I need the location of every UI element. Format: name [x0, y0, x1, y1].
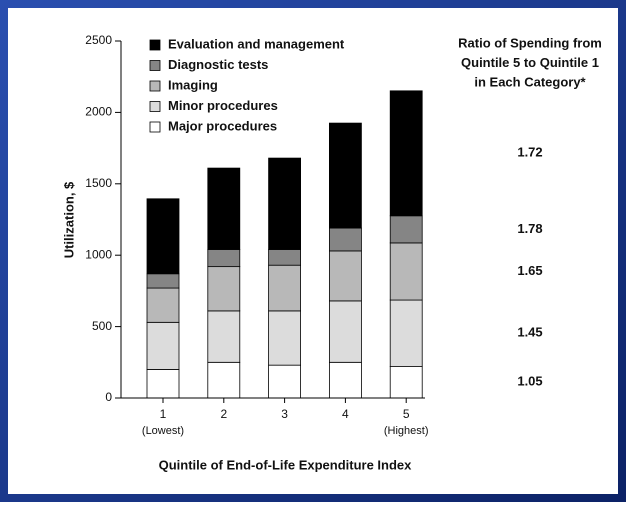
ratio-title: in Each Category*: [474, 74, 586, 89]
x-tick-sublabel: (Lowest): [142, 425, 184, 437]
ratio-value: 1.72: [517, 145, 542, 160]
bar-segment: [268, 264, 302, 312]
bar-segment: [146, 321, 180, 370]
bar-segment: [328, 227, 362, 252]
bar-segment: [389, 90, 423, 217]
bar-segment: [207, 249, 241, 268]
legend-swatch: [149, 39, 161, 51]
legend-swatch: [149, 101, 161, 112]
x-tick-label: 4: [342, 407, 349, 421]
ratio-value: 1.65: [517, 263, 542, 278]
y-axis-label: Utilization, $: [61, 181, 76, 258]
legend-swatch: [149, 80, 161, 92]
bar-segment: [268, 364, 302, 399]
y-tick-label: 1500: [85, 176, 112, 190]
y-tick-label: 500: [92, 319, 112, 333]
bar-segment: [207, 266, 241, 312]
bar-segment: [207, 361, 241, 399]
bar-segment: [328, 250, 362, 302]
bar-segment: [207, 167, 241, 250]
x-tick-label: 5: [403, 407, 410, 421]
ratio-value: 1.45: [517, 325, 542, 340]
x-tick-label: 2: [220, 407, 227, 421]
bar-segment: [389, 299, 423, 367]
legend-swatch: [149, 60, 161, 71]
x-tick-label: 3: [281, 407, 288, 421]
legend-label: Major procedures: [168, 118, 277, 133]
bar-segment: [328, 300, 362, 363]
bar-segment: [268, 249, 302, 266]
legend-label: Diagnostic tests: [168, 57, 268, 72]
bar-segment: [328, 361, 362, 399]
y-tick-label: 1000: [85, 247, 112, 261]
legend-label: Minor procedures: [168, 98, 278, 113]
bar-segment: [207, 310, 241, 363]
panel: [8, 8, 618, 494]
x-tick-sublabel: (Highest): [384, 425, 429, 437]
y-tick-label: 2500: [85, 33, 112, 47]
ratio-title: Quintile 5 to Quintile 1: [461, 55, 599, 70]
bar-segment: [389, 215, 423, 244]
ratio-value: 1.78: [517, 221, 542, 236]
ratio-title: Ratio of Spending from: [458, 35, 602, 50]
bar-segment: [268, 157, 302, 250]
bar-segment: [146, 369, 180, 399]
legend-label: Evaluation and management: [168, 36, 345, 51]
bar-segment: [146, 198, 180, 275]
y-tick-label: 0: [105, 390, 112, 404]
bar-segment: [146, 287, 180, 323]
legend-label: Imaging: [168, 77, 218, 92]
bar-segment: [146, 273, 180, 289]
bar-segment: [268, 310, 302, 366]
y-tick-label: 2000: [85, 105, 112, 119]
bar-segment: [389, 242, 423, 301]
x-tick-label: 1: [160, 407, 167, 421]
x-axis-label: Quintile of End-of-Life Expenditure Inde…: [159, 457, 413, 472]
legend-swatch: [149, 121, 161, 133]
bar-segment: [389, 366, 423, 399]
bar-segment: [328, 122, 362, 229]
ratio-value: 1.05: [517, 374, 542, 389]
